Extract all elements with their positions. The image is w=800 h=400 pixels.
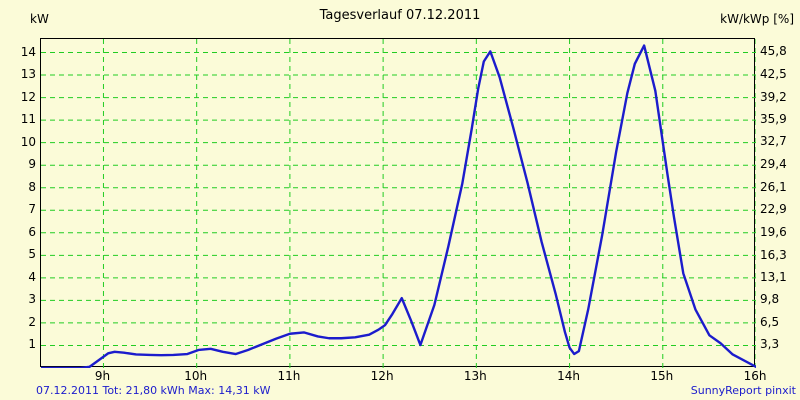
y2-axis-tick-label: 3,3 [760,337,780,352]
y-axis-tick-label: 11 [20,112,36,127]
plot-canvas [41,39,756,368]
left-axis-unit-label: kW [30,12,49,26]
x-axis-tick-label: 11h [277,369,301,383]
x-axis-tick-label: 12h [370,369,394,383]
summary-text: 07.12.2011 Tot: 21,80 kWh Max: 14,31 kW [36,384,271,397]
x-axis-tick-label: 13h [463,369,487,383]
y2-axis-tick-label: 6,5 [760,315,780,330]
y2-axis-tick-label: 32,7 [760,134,787,149]
y-axis-tick-label: 3 [28,292,36,307]
y-axis-tick-label: 7 [28,202,36,217]
x-axis-tick-label: 9h [94,369,111,383]
y-axis-tick-label: 2 [28,314,36,329]
y2-axis-tick-label: 26,1 [760,179,787,194]
y2-axis-tick-label: 22,9 [760,202,787,217]
y-axis-tick-label: 4 [28,269,36,284]
y-axis-tick-label: 5 [28,247,36,262]
y-axis-tick-label: 10 [20,134,36,149]
x-axis-tick-label: 15h [650,369,674,383]
attribution-text: SunnyReport pinxit [690,384,796,397]
y2-axis-tick-label: 39,2 [760,89,787,104]
right-axis-unit-label: kW/kWp [%] [720,12,794,26]
plot-area [40,38,756,368]
y-axis-tick-label: 6 [28,224,36,239]
power-curve-line [41,44,756,368]
x-axis-tick-label: 16h [743,369,767,383]
vertical-gridlines [102,39,756,368]
horizontal-gridlines [41,52,756,346]
y2-axis-tick-label: 35,9 [760,112,787,127]
x-axis-tick-label: 14h [557,369,580,383]
y2-axis-tick-label: 9,8 [760,292,780,307]
y2-axis-tick-label: 29,4 [760,157,787,172]
y-axis-tick-label: 8 [28,179,36,194]
y-axis-tick-label: 12 [20,89,36,104]
y-axis-tick-label: 1 [28,337,36,352]
chart-title: Tagesverlauf 07.12.2011 [319,8,481,23]
y2-axis-tick-label: 16,3 [760,247,787,262]
y-axis-tick-label: 14 [20,44,36,59]
x-axis-tick-label: 10h [184,369,208,383]
y-axis-tick-label: 13 [20,67,36,82]
y2-axis-tick-label: 13,1 [760,269,787,284]
y2-axis-tick-label: 42,5 [760,66,787,81]
y-axis-tick-label: 9 [28,157,36,172]
y2-axis-tick-label: 45,8 [760,44,787,59]
y2-axis-tick-label: 19,6 [760,224,787,239]
